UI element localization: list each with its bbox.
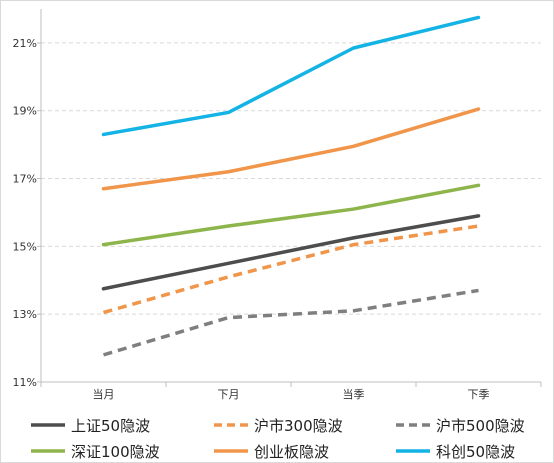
legend-item: 深证100隐波 — [29, 439, 160, 463]
series-line — [101, 107, 481, 191]
legend-item: 上证50隐波 — [29, 413, 150, 437]
legend-swatch — [212, 420, 250, 430]
gridlines — [41, 42, 541, 315]
legend-item: 沪市300隐波 — [212, 413, 343, 437]
series-line — [102, 288, 479, 357]
legend: 上证50隐波 沪市300隐波 沪市500隐波深证100隐波 创业板隐波 科创50隐波 — [1, 403, 554, 463]
y-tick-label: 13% — [13, 308, 37, 321]
legend-item: 科创50隐波 — [394, 439, 515, 463]
x-tick-label: 当季 — [343, 387, 365, 401]
legend-item: 沪市500隐波 — [394, 413, 525, 437]
y-tick-label: 15% — [13, 240, 37, 253]
legend-swatch — [394, 420, 432, 430]
legend-item: 创业板隐波 — [212, 439, 329, 463]
line-chart: 11% 13% 15% 17% 19% 21% 当月 下月 当季 下季 — [13, 9, 542, 401]
legend-swatch — [29, 446, 67, 456]
legend-label: 沪市300隐波 — [254, 416, 343, 435]
legend-swatch — [394, 446, 432, 456]
series-line — [101, 183, 481, 247]
x-tick-label: 下季 — [468, 388, 490, 401]
y-tick-label: 17% — [13, 173, 37, 186]
legend-swatch — [29, 420, 67, 430]
series-line — [101, 214, 481, 291]
x-tick-label: 当月 — [93, 387, 115, 401]
y-tick-label: 21% — [13, 37, 37, 50]
y-tick-label: 11% — [13, 376, 37, 389]
legend-label: 深证100隐波 — [71, 442, 160, 461]
legend-label: 创业板隐波 — [254, 442, 330, 461]
legend-label: 沪市500隐波 — [436, 416, 525, 435]
legend-label: 科创50隐波 — [436, 442, 516, 461]
legend-swatch — [212, 446, 250, 456]
x-tick-label: 下月 — [218, 388, 240, 401]
series-line — [101, 15, 481, 137]
legend-label: 上证50隐波 — [71, 416, 151, 435]
y-tick-label: 19% — [13, 105, 37, 118]
series-lines — [101, 15, 481, 357]
series-line — [103, 224, 479, 315]
axes: 11% 13% 15% 17% 19% 21% 当月 下月 当季 下季 — [13, 9, 542, 401]
